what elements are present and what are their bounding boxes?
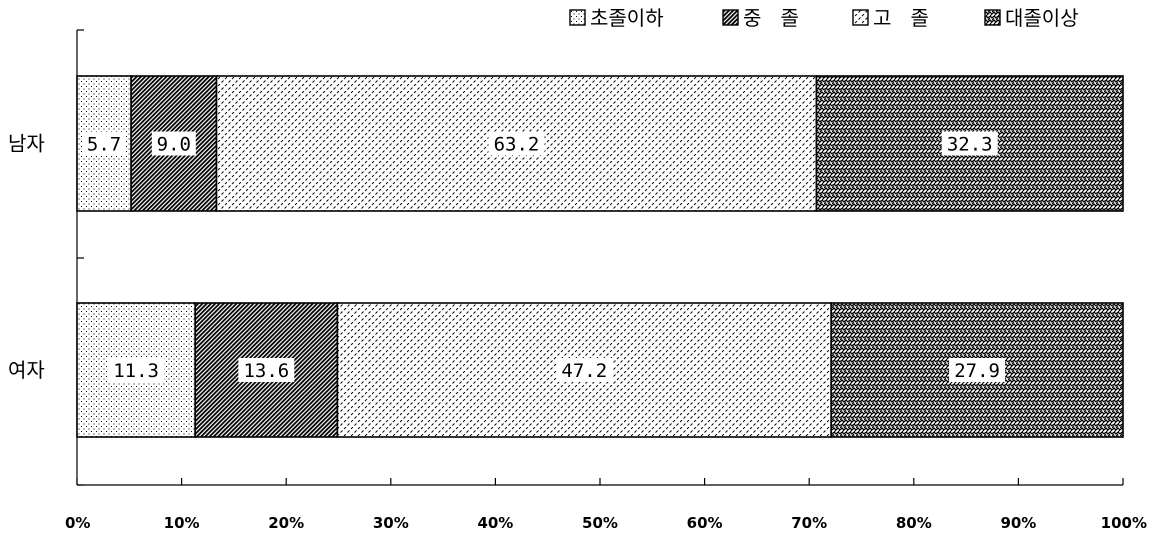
x-tick-labels: 0% 10% 20% 30% 40% 50% 60% 70% 80% 90% 100% (65, 514, 1147, 532)
legend-label: 중 졸 (743, 6, 799, 30)
data-label-bg (949, 358, 1006, 382)
data-label: 27.9 (954, 360, 1000, 382)
legend: 초졸이하 중 졸 고 졸 대졸이상 (569, 6, 1079, 30)
x-tick-label: 10% (164, 514, 200, 532)
x-tick-label: 50% (582, 514, 618, 532)
legend-label: 고 졸 (873, 6, 929, 30)
category-label: 여자 (8, 358, 45, 382)
legend-label: 초졸이하 (590, 6, 664, 30)
x-tick-label: 100% (1101, 514, 1147, 532)
x-tick-label: 90% (1000, 514, 1036, 532)
data-label-bg (238, 358, 295, 382)
data-label-bg (488, 131, 545, 156)
legend-swatch (984, 9, 1001, 26)
data-label-bg (82, 131, 127, 156)
x-tick-label: 30% (373, 514, 409, 532)
data-label: 5.7 (87, 134, 121, 156)
legend-swatch (852, 9, 869, 26)
x-tick-label: 20% (268, 514, 304, 532)
legend-label: 대졸이상 (1005, 6, 1079, 30)
x-tick-label: 0% (65, 514, 90, 532)
x-tick-label: 60% (687, 514, 723, 532)
data-label-bg (941, 131, 998, 156)
x-tick-label: 70% (791, 514, 827, 532)
data-label: 63.2 (494, 134, 540, 156)
data-label: 11.3 (113, 360, 159, 382)
data-label: 9.0 (157, 134, 191, 156)
x-tick-label: 80% (896, 514, 932, 532)
data-label: 47.2 (561, 360, 607, 382)
data-label-bg (556, 358, 613, 382)
bars: 5.7 9.0 63.2 32.3 11.3 13.6 47.2 27.9 (76, 75, 1124, 438)
data-label: 13.6 (243, 360, 289, 382)
legend-swatch (569, 9, 586, 26)
data-label-bg (151, 131, 196, 156)
x-tick-label: 40% (477, 514, 513, 532)
category-label: 남자 (8, 132, 45, 156)
data-label-bg (108, 358, 165, 382)
legend-swatch (722, 9, 739, 26)
data-label: 32.3 (947, 134, 993, 156)
